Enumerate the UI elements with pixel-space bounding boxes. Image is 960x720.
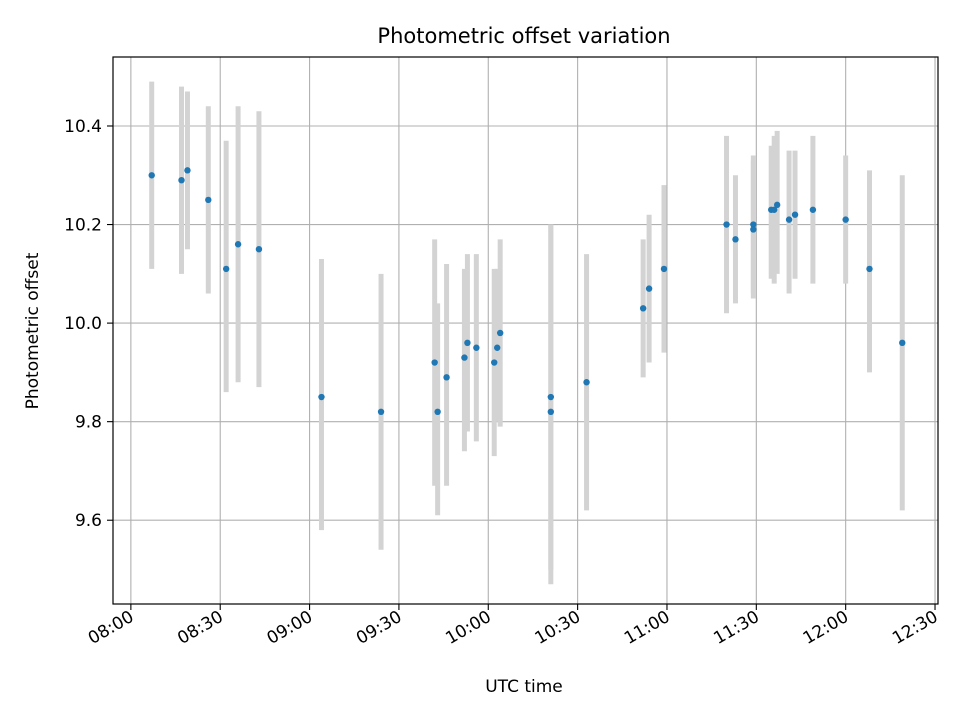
data-point: [491, 359, 498, 366]
y-axis-label: Photometric offset: [23, 252, 43, 409]
data-point: [770, 206, 778, 213]
y-tick-label: 10.0: [64, 314, 102, 334]
data-point: [431, 359, 438, 366]
data-point: [750, 226, 757, 233]
plot-frame: [112, 56, 939, 605]
data-point: [645, 285, 653, 292]
data-point: [547, 393, 555, 401]
data-point: [660, 265, 668, 273]
data-points: [148, 167, 906, 416]
data-point: [461, 354, 468, 361]
data-point: [809, 206, 817, 213]
data-point: [473, 344, 480, 351]
data-point: [178, 176, 185, 184]
data-point: [723, 221, 730, 228]
y-tick-label: 10.2: [64, 216, 102, 236]
data-point: [184, 167, 191, 174]
data-point: [434, 408, 441, 416]
grid: [113, 57, 938, 604]
data-point: [732, 236, 739, 243]
data-point: [255, 245, 263, 253]
data-point: [205, 196, 212, 204]
data-point: [773, 201, 781, 209]
y-tick-label: 9.8: [75, 413, 102, 433]
data-point: [899, 339, 906, 347]
y-tick-label: 9.6: [75, 511, 102, 531]
data-point: [639, 305, 647, 312]
chart-title: Photometric offset variation: [377, 24, 670, 48]
data-point: [377, 408, 385, 416]
data-point: [494, 344, 501, 351]
data-point: [583, 379, 590, 386]
data-point: [464, 339, 471, 347]
data-point: [866, 265, 873, 273]
data-point: [234, 241, 242, 248]
data-point: [750, 221, 757, 228]
data-point: [842, 216, 849, 223]
data-point: [443, 374, 450, 381]
y-tick-label: 10.4: [64, 117, 102, 137]
data-point: [496, 329, 504, 337]
data-point: [222, 265, 230, 273]
data-point: [547, 408, 555, 416]
data-point: [318, 393, 325, 401]
data-point: [791, 211, 799, 218]
data-point: [148, 172, 155, 179]
x-axis-label: UTC time: [485, 677, 563, 697]
y-axis-ticks: 9.6 9.8 10.0 10.2 10.4: [64, 117, 113, 531]
data-point: [785, 216, 793, 223]
